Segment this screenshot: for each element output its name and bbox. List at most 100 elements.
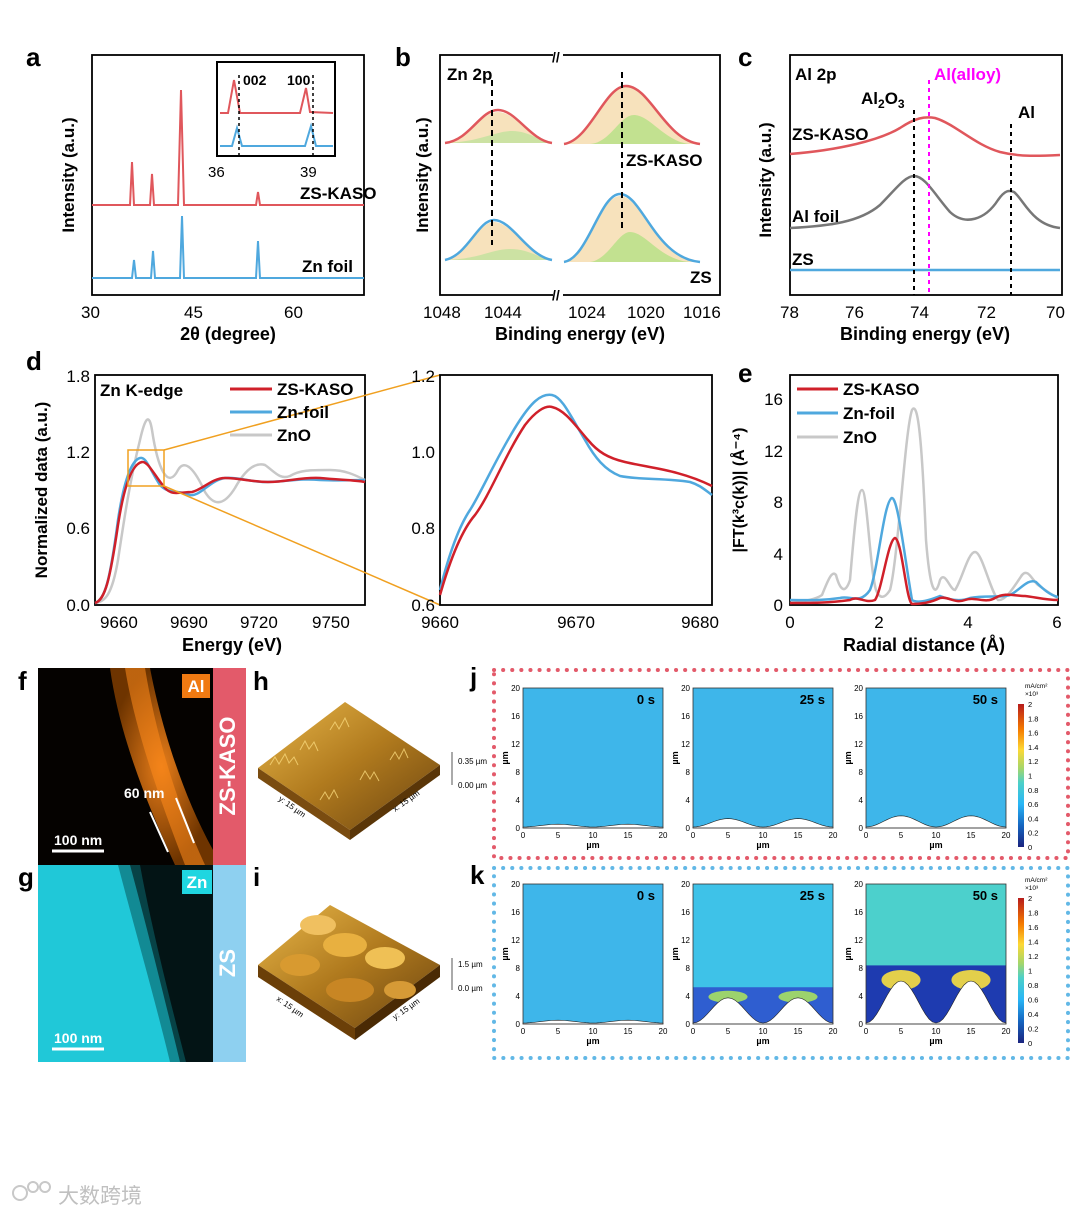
sim-yunit-k-2: µm <box>843 947 853 960</box>
sim-ytick-k-0-0: 0 <box>516 1020 521 1029</box>
sim-ytick-k-2-5: 20 <box>854 880 863 889</box>
fit-zn2p1-zs <box>445 222 552 260</box>
cbar-tick-j-8: 0.4 <box>1028 814 1038 823</box>
sim-ytick-k-1-3: 12 <box>681 936 690 945</box>
xps-zn-curve2-zs-kaso <box>563 84 701 146</box>
ft-curve-zno <box>789 407 1059 605</box>
zoom-y-tick-08: 0.8 <box>411 519 435 538</box>
plot-frame-b <box>439 54 721 296</box>
fit2-zn2p3-zs <box>590 232 690 262</box>
x-tick-e-2: 2 <box>874 613 883 632</box>
simulation-panels: 0 s 0 4 8 12 16 20 0 5 10 15 20 µm µm 25 s 0 4 8 12 16 20 0 5 1… <box>500 684 1011 1046</box>
sim-hotspot-k-2-1 <box>951 970 991 990</box>
sim-frame-k-1 <box>692 883 834 1025</box>
sim-ytick-j-1-5: 20 <box>681 684 690 693</box>
watermark-logo-icon-2 <box>27 1181 39 1193</box>
sim-yunit-j-2: µm <box>843 751 853 764</box>
afm-bump-3 <box>280 954 320 976</box>
panel-letter-d: d <box>26 346 42 376</box>
series-label-c-zs: ZS <box>792 250 814 269</box>
zoom-x-tick-9680: 9680 <box>681 613 719 632</box>
sim-ytick-j-1-0: 0 <box>686 824 691 833</box>
x-axis-label-d: Energy (eV) <box>182 635 282 655</box>
element-badge-zn <box>182 870 212 894</box>
sim-field-j-0 <box>523 688 663 828</box>
sim-ytick-k-0-2: 8 <box>516 964 521 973</box>
cbar-tick-j-6: 0.8 <box>1028 786 1038 795</box>
sim-xtick-k-2-3: 15 <box>967 1027 976 1036</box>
x-tick-b-1048: 1048 <box>423 303 461 322</box>
watermark: 大数跨境 <box>12 1181 142 1208</box>
panel-a: a ZS-KASO Zn foil Intensity (a.u.) 30 45… <box>26 42 377 344</box>
panel-h: h 0.35 µm 0.00 µm x: 15 µm y: 15 µm <box>253 666 487 840</box>
sim-xtick-k-1-4: 20 <box>829 1027 838 1036</box>
zn-edge-region <box>118 865 186 1062</box>
sim-ytick-j-1-1: 4 <box>686 796 691 805</box>
y-tick-d-06: 0.6 <box>66 519 90 538</box>
x-tick-c-78: 78 <box>780 303 799 322</box>
y-axis-label-e: |FT(k³c(k))| (Å⁻⁴) <box>729 428 748 553</box>
afm-side-left-kaso <box>258 768 350 840</box>
series-label-zs-kaso: ZS-KASO <box>300 184 377 203</box>
panel-c: c Al 2p Al2O3 Al(alloy) Al ZS-KASO Al fo… <box>738 42 1065 344</box>
sim-ytick-k-0-1: 4 <box>516 992 521 1001</box>
sim-xtick-j-1-3: 15 <box>794 831 803 840</box>
sim-xtick-k-0-2: 10 <box>589 1027 598 1036</box>
sim-ytick-k-0-4: 16 <box>511 908 520 917</box>
xps-zn-curve1-zs <box>444 218 553 262</box>
colorbar-ticks: 2 1.8 1.6 1.4 1.2 1 0.8 0.6 0.4 0.2 0 2 1.8 1.6 1.4 1.2… <box>1028 700 1038 1048</box>
axis-break-bottom: // <box>552 287 560 303</box>
x-axis-label-c: Binding energy (eV) <box>840 324 1010 344</box>
sim-xtick-j-0-4: 20 <box>659 831 668 840</box>
y-axis-label-c: Intensity (a.u.) <box>756 122 775 237</box>
sim-deposit-j-2 <box>865 815 1007 829</box>
sim-time-label-j-2: 50 s <box>973 692 998 707</box>
sim-ytick-k-1-0: 0 <box>686 1020 691 1029</box>
sim-xtick-k-1-2: 10 <box>759 1027 768 1036</box>
sim-xtick-j-0-2: 10 <box>589 831 598 840</box>
sim-ytick-k-1-4: 16 <box>681 908 690 917</box>
side-label-zs: ZS <box>215 949 240 977</box>
sim-yunit-k-1: µm <box>670 947 680 960</box>
sim-xtick-j-0-3: 15 <box>624 831 633 840</box>
sim-xtick-j-1-4: 20 <box>829 831 838 840</box>
afm-side-right-kaso <box>350 765 440 840</box>
watermark-text: 大数跨境 <box>58 1185 142 1208</box>
y-axis-label-a: Intensity (a.u.) <box>59 117 78 232</box>
legend-label-zn-foil: Zn-foil <box>277 403 329 422</box>
cbar-tick-k-1: 1.8 <box>1028 909 1038 918</box>
cbar-tick-j-10: 0 <box>1028 843 1032 852</box>
inset-curve-zn-foil <box>220 122 333 147</box>
x-tick-c-72: 72 <box>977 303 996 322</box>
sim-xtick-k-0-1: 5 <box>556 1027 561 1036</box>
sim-time-label-j-0: 0 s <box>637 692 655 707</box>
xas-curve-zno <box>94 418 366 605</box>
sim-yunit-j-0: µm <box>500 751 510 764</box>
xps-al-curve-al-foil <box>789 174 1061 230</box>
marker-label-al: Al <box>1018 103 1035 122</box>
sim-time-label-k-0: 0 s <box>637 888 655 903</box>
y-tick-d-12: 1.2 <box>66 443 90 462</box>
zoom-x-tick-9670: 9670 <box>557 613 595 632</box>
inset-tick-36: 36 <box>208 164 225 181</box>
cbar-tick-j-0: 2 <box>1028 700 1032 709</box>
x-tick-b-1044: 1044 <box>484 303 522 322</box>
x-tick-e-6: 6 <box>1052 613 1061 632</box>
panel-d: d Zn K-edge ZS-KASO Zn-foil ZnO 0.0 0.6 … <box>26 346 719 655</box>
x-tick-a-30: 30 <box>81 303 100 322</box>
cbar-unit-k: mA/cm² <box>1025 877 1048 884</box>
zoom-y-tick-10: 1.0 <box>411 443 435 462</box>
panel-i: i 1.5 µm 0.0 µm x: 15 µm y: 15 µm <box>253 862 483 1040</box>
xas-curve-zs-kaso <box>94 460 366 605</box>
sim-ytick-k-2-0: 0 <box>859 1020 864 1029</box>
afm-bump-6 <box>384 981 416 999</box>
scale-label-f: 100 nm <box>54 832 102 848</box>
x-tick-d-9660: 9660 <box>100 613 138 632</box>
plot-frame-e <box>789 374 1059 606</box>
legend-label-zno: ZnO <box>277 426 311 445</box>
sim-ytick-k-1-5: 20 <box>681 880 690 889</box>
legend-e-label-zn-foil: Zn-foil <box>843 404 895 423</box>
plot-frame-d-zoom <box>439 374 713 606</box>
y-tick-e-0: 0 <box>774 596 783 615</box>
cbar-tick-k-3: 1.4 <box>1028 938 1038 947</box>
